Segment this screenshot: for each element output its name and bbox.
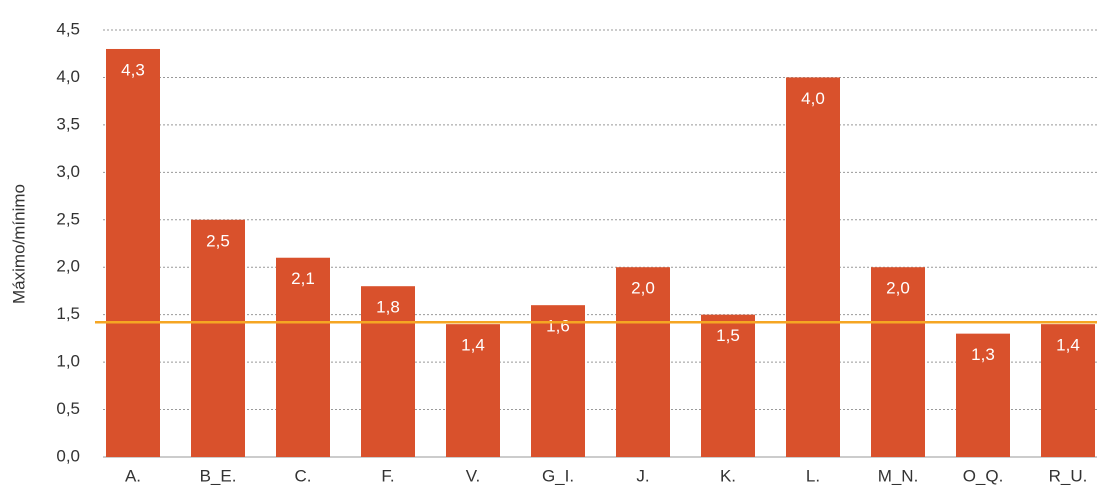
value-label: 2,1 <box>291 269 315 288</box>
bar <box>956 333 1010 457</box>
y-tick-label: 1,0 <box>56 352 80 371</box>
x-tick-label: L. <box>806 466 820 485</box>
y-tick-label: 0,5 <box>56 399 80 418</box>
bar <box>616 267 670 457</box>
bar <box>701 314 755 457</box>
bar <box>871 267 925 457</box>
value-label: 2,0 <box>886 279 910 298</box>
value-label: 4,3 <box>121 60 145 79</box>
value-label: 1,6 <box>546 317 570 336</box>
value-label: 1,4 <box>461 336 485 355</box>
bar <box>1041 324 1095 457</box>
value-label: 1,8 <box>376 298 400 317</box>
bar <box>276 257 330 457</box>
x-tick-label: G_I. <box>542 466 574 485</box>
y-tick-label: 4,5 <box>56 19 80 38</box>
x-tick-label: K. <box>720 466 736 485</box>
y-tick-label: 4,0 <box>56 67 80 86</box>
x-tick-label: A. <box>125 466 141 485</box>
x-tick-label: J. <box>636 466 649 485</box>
y-tick-label: 3,5 <box>56 114 80 133</box>
y-axis-label: Máximo/mínimo <box>9 184 28 304</box>
x-tick-label: F. <box>381 466 394 485</box>
x-tick-label: C. <box>295 466 312 485</box>
y-tick-label: 0,0 <box>56 446 80 465</box>
value-label: 4,0 <box>801 89 825 108</box>
y-tick-label: 2,0 <box>56 257 80 276</box>
bar <box>191 219 245 457</box>
value-label: 1,4 <box>1056 336 1080 355</box>
x-tick-label: V. <box>466 466 481 485</box>
y-tick-label: 2,5 <box>56 209 80 228</box>
bar <box>446 324 500 457</box>
bar <box>106 48 160 457</box>
value-label: 1,5 <box>716 326 740 345</box>
value-label: 2,5 <box>206 231 230 250</box>
bar <box>786 77 840 457</box>
x-tick-label: O_Q. <box>963 466 1004 485</box>
x-tick-label: M_N. <box>878 466 919 485</box>
bar <box>361 286 415 457</box>
x-tick-label: R_U. <box>1049 466 1088 485</box>
y-tick-label: 3,0 <box>56 162 80 181</box>
y-tick-label: 1,5 <box>56 304 80 323</box>
value-label: 2,0 <box>631 279 655 298</box>
value-label: 1,3 <box>971 345 995 364</box>
bar <box>531 305 585 457</box>
x-tick-label: B_E. <box>200 466 237 485</box>
